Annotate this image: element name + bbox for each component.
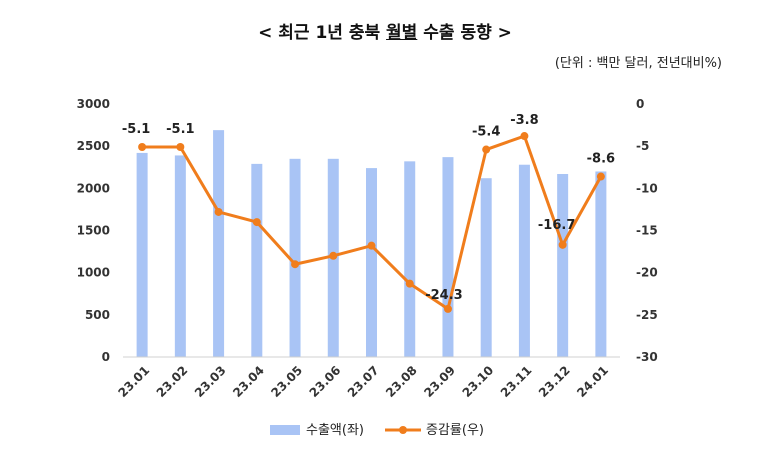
data-label: -16.7 [538,218,575,233]
line-point [176,143,185,152]
right-tick-label: 0 [636,97,644,111]
x-axis: 23.01 23.02 23.03 23.04 23.05 23.06 23.07 23.08… [115,356,620,400]
data-label: -5.1 [166,122,194,137]
chart-title: < 최근 1년 충북 월별 수출 동향 > [0,18,770,43]
x-tick-label: 23.02 [154,363,191,400]
bar [289,158,301,357]
left-tick-label: 1500 [77,224,110,238]
left-axis: 0 500 1000 1500 2000 2500 3000 [77,97,110,364]
bar [480,178,492,357]
line-point [252,218,261,227]
right-tick-label: -30 [636,350,658,364]
title-suffix: 수출 동향 > [417,23,512,43]
left-tick-label: 500 [85,308,110,322]
legend-bar-swatch [270,425,300,435]
data-label: -5.1 [122,122,150,137]
x-tick-label: 23.01 [115,363,152,400]
line-point [443,304,452,313]
chart-area: 0 500 1000 1500 2000 2500 3000 0 -5 -10 -15 -20 -25… [40,88,710,448]
x-tick-label: 23.11 [498,363,535,400]
x-tick-label: 24.01 [574,363,611,400]
x-tick-label: 23.08 [383,363,420,400]
bar [366,168,377,357]
line-point [482,145,491,154]
left-tick-label: 0 [102,350,110,364]
right-tick-label: -10 [636,181,658,195]
line-point [558,240,567,249]
data-label: -3.8 [510,113,538,128]
bar [518,164,530,357]
unit-note: (단위 : 백만 달러, 전년대비%) [554,56,722,71]
legend-line-marker [399,426,407,434]
line-point [367,241,376,250]
bar [136,152,148,357]
legend-line-label: 증감률(우) [426,423,484,438]
x-tick-label: 23.07 [345,363,382,400]
x-tick-label: 23.12 [536,363,573,400]
line-point [405,279,414,288]
left-tick-label: 1000 [77,266,110,280]
combo-chart-svg: 0 500 1000 1500 2000 2500 3000 0 -5 -10 -15 -20 -25… [77,97,658,438]
x-tick-label: 23.03 [192,363,229,400]
line-point [291,260,300,269]
data-label: -24.3 [425,288,462,303]
legend-bar-label: 수출액(좌) [306,423,364,438]
x-tick-label: 23.04 [230,363,267,400]
bar [174,155,186,357]
right-tick-label: -25 [636,308,658,322]
right-tick-label: -20 [636,266,658,280]
legend: 수출액(좌) 증감률(우) [270,423,484,438]
line-series [138,132,605,313]
line-point [214,207,223,216]
left-tick-label: 2000 [77,181,110,195]
title-prefix: < 최근 1년 충북 [258,23,387,43]
bar [251,163,263,357]
title-underlined: 월별 [386,23,418,43]
left-tick-label: 3000 [77,97,110,111]
bar [442,157,454,357]
x-tick-label: 23.10 [460,363,497,400]
bar [213,130,225,357]
line-point [329,251,338,260]
x-tick-label: 23.06 [307,363,344,400]
data-label: -8.6 [587,152,615,167]
right-axis: 0 -5 -10 -15 -20 -25 -30 [636,97,658,364]
bar [595,171,607,357]
left-tick-label: 2500 [77,139,110,153]
bar [557,173,569,357]
line-point [596,172,605,181]
right-tick-label: -5 [636,139,649,153]
bar [404,161,416,357]
line-point [138,143,147,152]
x-tick-label: 23.09 [421,363,458,400]
data-label: -5.4 [472,125,500,140]
line-point [520,132,529,141]
x-tick-label: 23.05 [268,363,305,400]
right-tick-label: -15 [636,224,658,238]
data-labels: -5.1 -5.1 -24.3 -5.4 -3.8 -16.7 -8.6 [122,113,615,303]
